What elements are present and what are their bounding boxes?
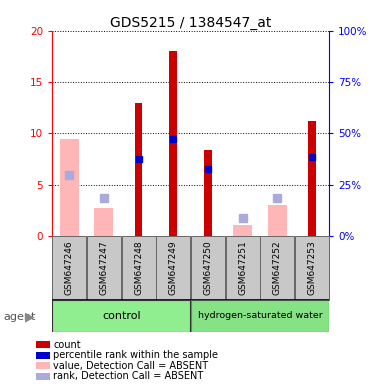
Bar [94, 209, 114, 236]
Text: percentile rank within the sample: percentile rank within the sample [53, 350, 218, 360]
Text: hydrogen-saturated water: hydrogen-saturated water [198, 311, 322, 320]
Title: GDS5215 / 1384547_at: GDS5215 / 1384547_at [110, 16, 271, 30]
Bar [169, 51, 177, 236]
Bar [191, 236, 225, 300]
Bar [260, 236, 294, 300]
Bar [52, 300, 190, 332]
Text: GSM647248: GSM647248 [134, 241, 143, 295]
Text: GSM647252: GSM647252 [273, 241, 282, 295]
Bar [233, 225, 252, 236]
Bar [156, 236, 190, 300]
Text: GSM647246: GSM647246 [65, 241, 74, 295]
Bar [204, 150, 212, 236]
Text: rank, Detection Call = ABSENT: rank, Detection Call = ABSENT [53, 371, 204, 381]
Bar [135, 103, 142, 236]
Text: control: control [102, 311, 141, 321]
Text: GSM647251: GSM647251 [238, 241, 247, 295]
Text: agent: agent [4, 312, 36, 322]
Bar [268, 205, 287, 236]
Bar [36, 362, 50, 369]
Bar [295, 236, 329, 300]
Bar [226, 236, 259, 300]
Text: count: count [53, 339, 81, 350]
Text: GSM647249: GSM647249 [169, 241, 178, 295]
Text: GSM647247: GSM647247 [99, 241, 109, 295]
Bar [36, 373, 50, 380]
Text: ▶: ▶ [25, 310, 35, 323]
Bar [36, 352, 50, 359]
Bar [52, 236, 86, 300]
Bar [308, 121, 316, 236]
Bar [60, 139, 79, 236]
Bar [191, 300, 329, 332]
Bar [122, 236, 156, 300]
Text: GSM647253: GSM647253 [307, 241, 316, 295]
Text: value, Detection Call = ABSENT: value, Detection Call = ABSENT [53, 361, 208, 371]
Text: GSM647250: GSM647250 [203, 241, 213, 295]
Bar [36, 341, 50, 348]
Bar [87, 236, 121, 300]
